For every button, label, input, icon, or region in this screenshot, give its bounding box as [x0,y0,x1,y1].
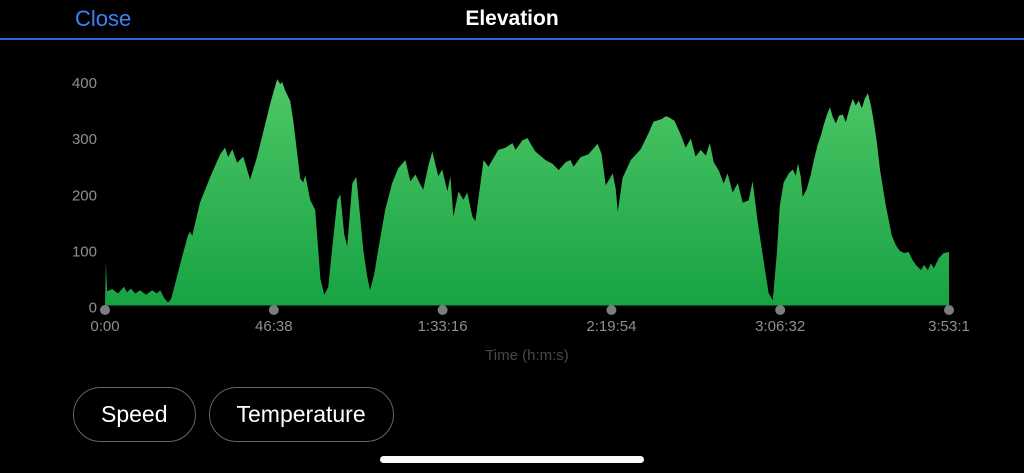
x-axis-tick-label: 1:33:16 [418,318,468,335]
page-title: Elevation [465,7,559,30]
x-axis-tick-dot[interactable] [606,305,617,315]
y-axis-tick-label: 200 [72,187,97,204]
x-axis-tick-label: 0:00 [90,318,119,335]
y-axis-tick-label: 400 [72,75,97,92]
x-axis-tick-dot[interactable] [775,305,786,315]
speed-button[interactable]: Speed [73,387,196,442]
close-button[interactable]: Close [75,6,132,31]
elevation-area-series [105,79,949,306]
y-axis-tick-label: 0 [89,300,97,317]
y-axis-tick-label: 100 [72,243,97,260]
x-axis-tick-label: 3:53:1 [928,318,970,335]
navigation-bar: Close Elevation [0,0,1024,40]
x-axis-tick-label: 2:19:54 [586,318,636,335]
x-axis-tick-dot[interactable] [100,305,110,315]
x-axis-tick-dot[interactable] [268,305,279,315]
x-axis-tick-label: 46:38 [255,318,293,335]
metric-toggle-group: Speed Temperature [73,387,394,442]
y-axis-tick-label: 300 [72,131,97,148]
x-axis-title: Time (h:m:s) [485,347,569,364]
x-axis-tick-dot[interactable] [437,305,448,315]
x-axis-tick-dot[interactable] [944,305,954,315]
x-axis-tick-label: 3:06:32 [755,318,805,335]
home-indicator[interactable] [380,456,644,463]
temperature-button[interactable]: Temperature [208,387,394,442]
